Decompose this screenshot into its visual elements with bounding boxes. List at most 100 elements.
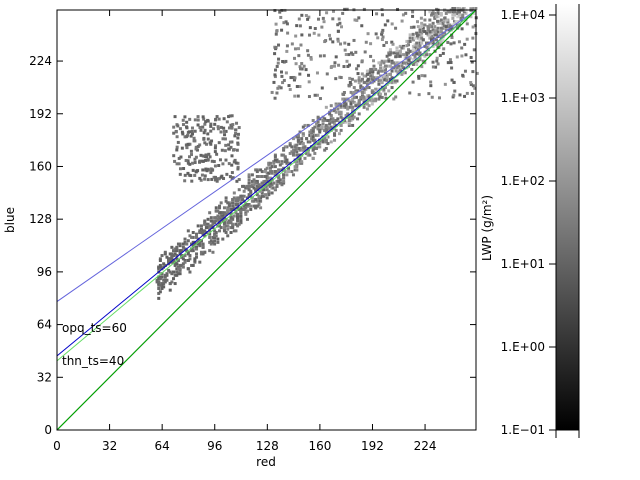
scatter-point [470,60,474,64]
scatter-point [379,76,383,80]
scatter-point [255,168,259,172]
scatter-point [307,73,311,77]
scatter-point [362,105,366,109]
scatter-point [175,267,179,271]
scatter-point [429,36,433,40]
scatter-point [411,14,415,18]
scatter-point [172,125,176,129]
x-tick-label: 192 [361,439,384,453]
scatter-point [416,20,419,24]
scatter-point [408,61,412,65]
scatter-point [268,176,272,180]
scatter-point [160,275,164,279]
scatter-point [278,178,282,182]
scatter-point [183,179,187,183]
scatter-point [241,207,245,211]
scatter-point [367,94,371,98]
scatter-point [431,21,435,25]
scatter-point [336,107,340,111]
scatter-point [456,7,460,10]
scatter-point [298,148,302,152]
scatter-point [178,167,182,171]
scatter-point [413,43,417,47]
scatter-point [245,184,249,188]
scatter-point [206,118,210,122]
scatter-point [234,211,238,215]
scatter-point [160,272,164,276]
scatter-point [196,242,200,246]
scatter-point [216,240,220,244]
scatter-point [400,71,404,75]
scatter-point [296,47,300,51]
scatter-point [305,151,309,155]
scatter-point [388,77,392,81]
scatter-point [328,127,332,131]
scatter-point [379,61,383,65]
scatter-point [176,140,180,144]
scatter-point [211,235,215,239]
scatter-point [206,222,210,226]
scatter-point [299,67,303,71]
scatter-point [160,287,164,290]
scatter-point [298,160,302,164]
scatter-point [175,249,179,253]
scatter-point [418,30,422,34]
scatter-point [382,74,386,78]
scatter-point [260,170,264,174]
scatter-point [308,26,312,30]
scatter-point [391,42,395,46]
scatter-point [323,119,327,122]
scatter-point [209,242,213,246]
scatter-point [324,127,328,131]
scatter-point [172,131,176,135]
scatter-point [352,115,356,119]
scatter-point [347,83,351,87]
scatter-point [385,54,389,58]
scatter-point [334,102,338,106]
scatter-point [471,25,475,29]
scatter-point [431,41,435,45]
scatter-point [318,128,322,132]
scatter-point [283,145,287,149]
scatter-point [408,36,412,40]
scatter-point [323,148,327,152]
scatter-point [259,196,263,200]
scatter-point [285,145,289,149]
scatter-point [158,283,162,287]
scatter-point [205,142,209,146]
scatter-point [157,275,161,279]
scatter-point [336,117,340,121]
scatter-point [411,58,415,62]
scatter-point [333,133,337,137]
scatter-point [291,137,295,141]
scatter-point [157,282,161,286]
scatter-point [222,126,226,130]
scatter-point [357,81,361,85]
scatter-point [441,38,445,42]
scatter-point [370,91,374,94]
scatter-point [163,250,167,254]
scatter-point [374,87,378,91]
scatter-point [347,105,351,109]
scatter-point [328,119,332,122]
scatter-point [163,263,167,267]
scatter-point [219,175,223,179]
scatter-point [218,206,222,210]
scatter-point [464,53,468,57]
scatter-point [226,209,230,213]
scatter-point [377,79,381,83]
scatter-point [394,55,398,59]
scatter-point [324,105,328,109]
scatter-point [346,112,350,116]
scatter-point [449,61,453,65]
scatter-point [186,159,190,163]
scatter-point [398,67,402,71]
scatter-point [443,31,447,35]
scatter-point [380,81,384,85]
scatter-point [341,11,345,15]
scatter-point [174,130,178,134]
scatter-point [436,11,440,15]
scatter-point [255,184,259,188]
scatter-point [283,155,287,159]
scatter-point [411,49,415,53]
